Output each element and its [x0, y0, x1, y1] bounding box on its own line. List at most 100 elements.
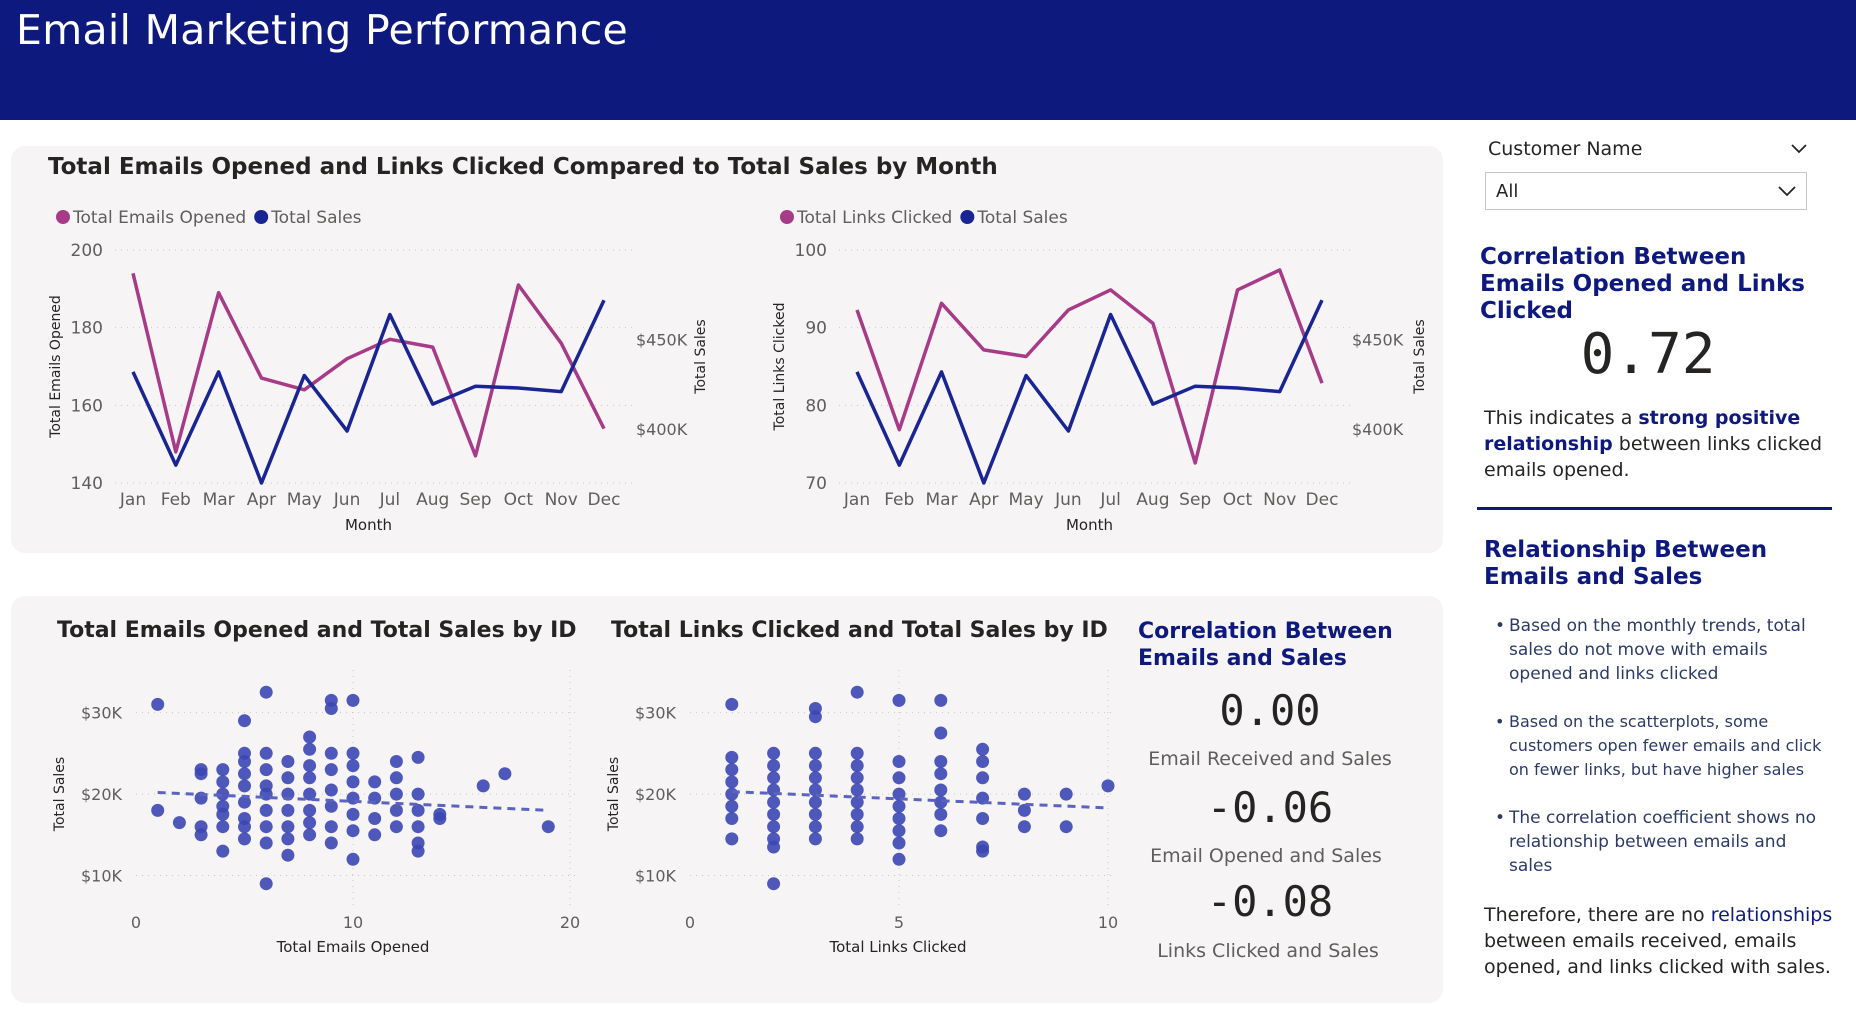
scatter-point	[892, 755, 906, 768]
x-tick-label: Mar	[926, 490, 958, 510]
scatter-point	[238, 795, 251, 809]
bullet-text: The correlation coefficient shows no rel…	[1509, 808, 1817, 876]
customer-slicer-dropdown[interactable]: All	[1485, 172, 1807, 210]
trend-line	[731, 790, 1109, 810]
x-tick-label: Oct	[1223, 490, 1253, 510]
y-tick-label: 160	[71, 396, 103, 416]
y2-tick-label: $400K	[636, 420, 688, 439]
scatter-point	[346, 852, 360, 866]
corr-received-label: Email Received and Sales	[1148, 748, 1392, 770]
scatter-point	[767, 877, 781, 891]
y-tick-label: $30K	[635, 704, 677, 723]
slicer-collapse-chevron-icon[interactable]	[1786, 136, 1812, 162]
scatter-point	[976, 812, 990, 825]
corr-opened-label: Email Opened and Sales	[1150, 845, 1382, 867]
y-tick-label: $10K	[635, 867, 677, 886]
x-tick-label: Dec	[1306, 490, 1339, 510]
scatter-point	[194, 767, 208, 781]
scatter-point	[368, 812, 382, 825]
scatter-point	[151, 697, 165, 711]
y-tick-label: 100	[795, 241, 827, 261]
scatter-point	[934, 783, 948, 797]
scatter-point	[324, 799, 338, 813]
scatter-point	[216, 820, 230, 834]
scatter-point	[259, 746, 273, 760]
scatter-point	[346, 693, 360, 707]
x-tick-label: Jul	[379, 490, 401, 510]
scatter-point	[892, 812, 906, 825]
scatter-point	[216, 844, 230, 858]
right-corr-value: 0.72	[1580, 322, 1716, 387]
y-tick-label: $10K	[81, 867, 123, 886]
y-tick-label: 80	[805, 396, 827, 416]
x-axis-title: Total Links Clicked	[828, 938, 966, 956]
right-corr-text-post: between links clicked emails opened.	[1484, 433, 1823, 481]
scatter-point	[892, 693, 906, 707]
scatter-point	[725, 763, 739, 777]
scatter-point	[281, 832, 295, 846]
scatter-point	[1017, 820, 1031, 834]
y-tick-label: $30K	[81, 704, 123, 723]
legend-label: Total Sales	[270, 208, 361, 228]
scatter-point	[850, 771, 864, 785]
conclusion-highlight: relationships	[1710, 904, 1833, 926]
scatter-point	[892, 824, 906, 838]
scatter-point	[346, 775, 360, 789]
scatter-point	[259, 877, 273, 891]
scatter-point	[767, 795, 781, 809]
scatter-point	[238, 755, 251, 768]
x-tick-label: Nov	[545, 490, 578, 510]
scatter-point	[238, 832, 251, 846]
legend-label: Total Sales	[976, 208, 1067, 228]
right-corr-text-pre: This indicates a	[1484, 407, 1639, 429]
scatter-point	[850, 759, 864, 773]
scatter-point	[892, 787, 906, 801]
y2-axis-title: Total Sales	[1412, 319, 1428, 394]
scatter-point	[725, 799, 739, 813]
bullet-text: Based on the scatterplots, some customer…	[1509, 712, 1822, 779]
scatter-point	[934, 726, 948, 740]
scatter-point	[725, 750, 739, 764]
x-tick-label: 20	[560, 913, 580, 932]
scatter-point	[216, 807, 230, 821]
scatter-point	[767, 759, 781, 773]
bullet-item: • Based on the monthly trends, total sal…	[1495, 614, 1835, 686]
scatter-point	[934, 755, 948, 768]
y-axis-title: Total Emails Opened	[48, 295, 64, 439]
report-title: Email Marketing Performance	[16, 6, 629, 54]
bullet-text: Based on the monthly trends, total sales…	[1509, 616, 1806, 684]
y-tick-label: $20K	[81, 785, 123, 804]
x-tick-label: Jun	[333, 490, 361, 510]
right-corr-title: Correlation Between Emails Opened and Li…	[1480, 244, 1805, 324]
report-header: Email Marketing Performance	[0, 0, 1856, 120]
scatter-point	[850, 832, 864, 846]
scatter-point	[850, 746, 864, 760]
right-corr-text-highlight: strong positive relationship	[1484, 407, 1801, 455]
scatter-point	[259, 803, 273, 817]
customer-slicer-value: All	[1496, 181, 1519, 202]
scatter-point	[216, 763, 230, 777]
corr-opened-value: -0.06	[1206, 783, 1334, 832]
series-line-primary	[131, 272, 606, 458]
scatter-point	[808, 807, 822, 821]
scatter-point	[324, 783, 338, 797]
scatter-point	[808, 771, 822, 785]
scatter-point	[259, 820, 273, 834]
scatter-point	[281, 803, 295, 817]
bullet-dot: •	[1495, 808, 1506, 828]
x-tick-label: Jul	[1099, 490, 1121, 510]
scatter-point	[172, 816, 186, 830]
scatter-point	[934, 824, 948, 838]
y-tick-label: 140	[71, 474, 103, 494]
customer-slicer-label: Customer Name	[1488, 138, 1643, 160]
scatter-point	[389, 787, 403, 801]
scatter-point	[216, 787, 230, 801]
scatter-point	[1059, 787, 1073, 801]
y-tick-label: 70	[805, 474, 827, 494]
y-tick-label: 200	[71, 241, 103, 261]
right-divider	[1477, 507, 1832, 510]
scatter-point	[808, 710, 822, 724]
corr-clicked-value: -0.08	[1206, 877, 1334, 926]
scatter-point	[151, 803, 165, 817]
scatter-point	[238, 767, 251, 781]
